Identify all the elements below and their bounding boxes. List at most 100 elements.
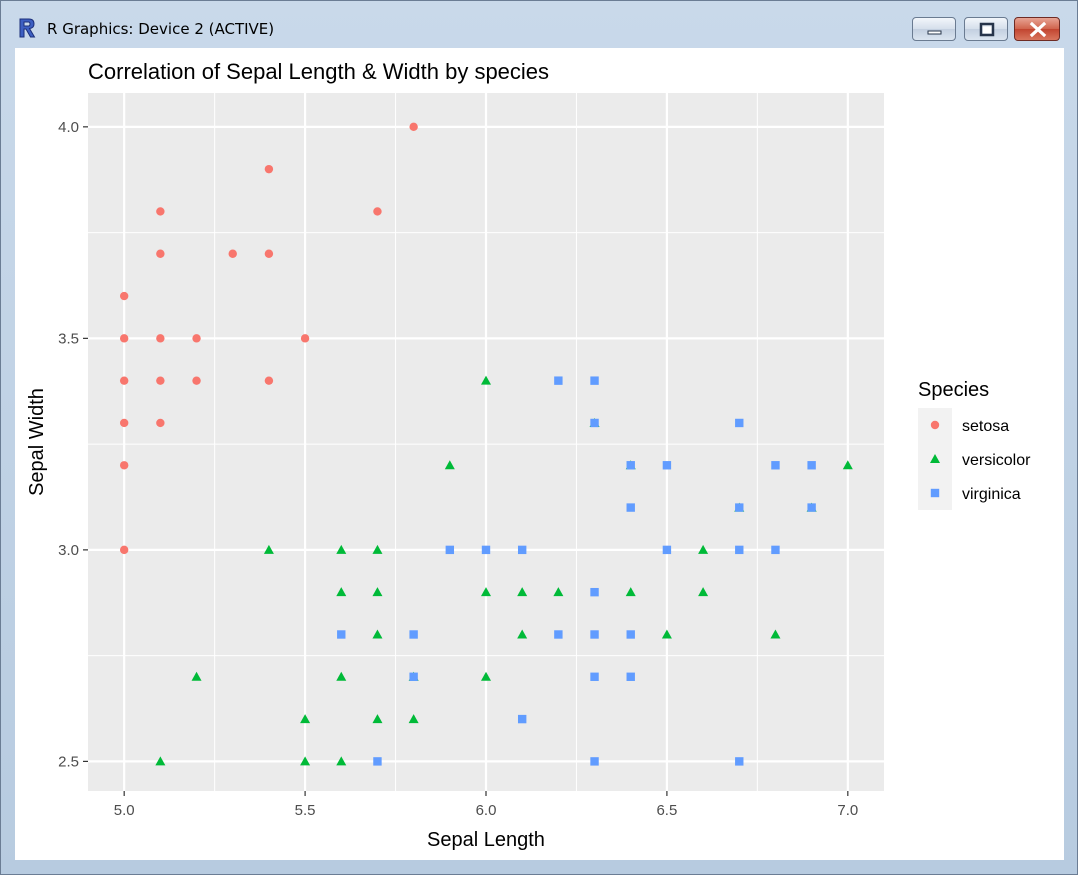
legend-marker-versicolor: [930, 454, 940, 463]
virginica-point: [481, 545, 491, 555]
minimize-icon: [927, 30, 942, 35]
major-grid: [88, 93, 884, 791]
x-tick-label: 5.0: [114, 802, 135, 819]
virginica-point: [626, 503, 635, 512]
virginica-point: [590, 672, 599, 681]
versicolor-point: [336, 671, 347, 681]
virginica-point: [590, 376, 599, 385]
versicolor-point: [336, 587, 347, 597]
r-logo-icon: [19, 18, 36, 38]
maximize-button[interactable]: [964, 17, 1008, 41]
versicolor-point: [155, 756, 166, 766]
virginica-point: [662, 461, 672, 470]
window-title: R Graphics: Device 2 (ACTIVE): [47, 20, 275, 38]
versicolor-point: [661, 629, 672, 639]
versicolor-point: [372, 629, 383, 639]
x-axis-label: Sepal Length: [427, 829, 545, 851]
scatter-plot: Correlation of Sepal Length & Width by s…: [26, 59, 1031, 851]
virginica-point: [735, 503, 744, 512]
graphics-device-canvas: Correlation of Sepal Length & Width by s…: [15, 48, 1064, 860]
y-tick-label: 3.0: [58, 542, 79, 559]
setosa-point: [156, 418, 165, 428]
y-tick-label: 3.5: [58, 330, 79, 347]
x-tick-label: 7.0: [837, 802, 858, 819]
versicolor-point: [408, 714, 419, 724]
virginica-point: [662, 545, 672, 555]
virginica-point: [590, 587, 599, 597]
setosa-point: [156, 376, 165, 385]
setosa-point: [119, 461, 129, 470]
virginica-point: [554, 630, 563, 639]
virginica-point: [517, 545, 527, 555]
virginica-point: [626, 672, 635, 681]
versicolor-point: [336, 756, 347, 766]
legend-marker-virginica: [930, 488, 940, 498]
setosa-point: [119, 376, 129, 385]
setosa-point: [192, 334, 201, 343]
setosa-point: [156, 249, 165, 258]
versicolor-point: [481, 375, 491, 385]
setosa-point: [264, 249, 274, 258]
versicolor-point: [625, 587, 636, 597]
virginica-point: [735, 418, 744, 428]
virginica-point: [409, 630, 418, 639]
virginica-point: [445, 545, 455, 555]
data-points: [119, 122, 853, 766]
virginica-point: [807, 503, 816, 512]
setosa-point: [119, 334, 129, 343]
virginica-point: [409, 672, 418, 681]
versicolor-point: [300, 714, 311, 724]
virginica-point: [590, 418, 599, 428]
legend-title: Species: [918, 379, 989, 401]
legend: Species setosa versicolor virginica: [918, 379, 1031, 510]
virginica-point: [373, 757, 382, 766]
y-tick-label: 2.5: [58, 753, 79, 770]
virginica-point: [771, 461, 780, 470]
versicolor-point: [372, 587, 383, 597]
y-axis: 2.5 3.0 3.5 4.0: [58, 119, 88, 770]
setosa-point: [192, 376, 201, 385]
virginica-point: [735, 545, 744, 555]
chart-title: Correlation of Sepal Length & Width by s…: [88, 59, 549, 84]
setosa-point: [119, 291, 129, 301]
x-tick-label: 6.5: [656, 802, 677, 819]
versicolor-point: [372, 544, 383, 554]
versicolor-point: [481, 671, 491, 681]
versicolor-point: [698, 587, 709, 597]
legend-label-setosa: setosa: [962, 418, 1009, 435]
setosa-point: [409, 122, 418, 132]
minimize-button[interactable]: [912, 17, 956, 41]
legend-label-virginica: virginica: [962, 486, 1021, 503]
setosa-point: [119, 418, 129, 428]
setosa-point: [300, 334, 310, 343]
versicolor-point: [553, 587, 564, 597]
x-tick-label: 5.5: [295, 802, 316, 819]
versicolor-point: [842, 460, 853, 470]
close-button[interactable]: [1014, 17, 1060, 41]
virginica-point: [735, 757, 744, 766]
versicolor-point: [444, 460, 455, 470]
virginica-point: [807, 461, 816, 470]
setosa-point: [264, 376, 274, 385]
virginica-point: [590, 630, 599, 639]
setosa-point: [156, 207, 165, 216]
virginica-point: [626, 630, 635, 639]
versicolor-point: [698, 544, 709, 554]
virginica-point: [337, 630, 346, 639]
virginica-point: [771, 545, 780, 555]
maximize-icon: [979, 22, 995, 37]
versicolor-point: [517, 587, 528, 597]
title-bar[interactable]: R Graphics: Device 2 (ACTIVE): [1, 1, 1077, 47]
versicolor-point: [191, 671, 202, 681]
legend-label-versicolor: versicolor: [962, 452, 1031, 469]
versicolor-point: [300, 756, 311, 766]
versicolor-point: [372, 714, 383, 724]
versicolor-point: [517, 629, 528, 639]
versicolor-point: [263, 544, 274, 554]
virginica-point: [590, 757, 599, 766]
virginica-point: [554, 376, 563, 385]
legend-marker-setosa: [930, 420, 940, 430]
setosa-point: [373, 207, 382, 216]
y-tick-label: 4.0: [58, 119, 79, 136]
